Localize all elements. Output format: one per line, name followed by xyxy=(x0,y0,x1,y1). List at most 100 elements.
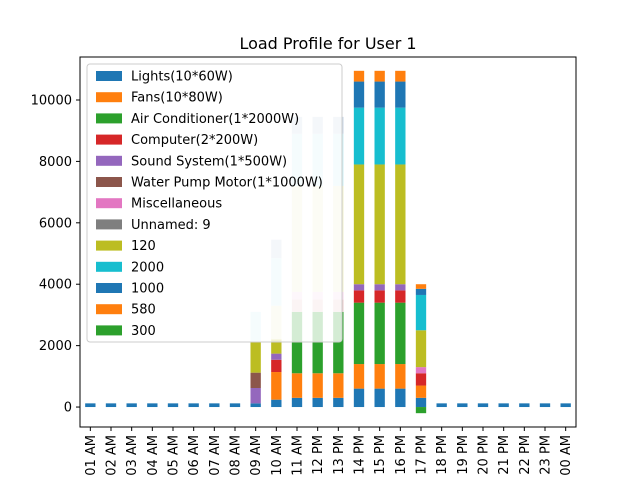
legend-label: 2000 xyxy=(131,260,164,275)
legend-swatch xyxy=(96,155,122,166)
legend-label: Sound System(1*500W) xyxy=(131,154,287,169)
legend-swatch xyxy=(96,134,122,145)
bar-segment-01-am-s0 xyxy=(85,403,96,408)
bar-segment-17-pm-s0 xyxy=(415,397,427,408)
legend-label: Air Conditioner(1*2000W) xyxy=(131,112,299,127)
legend-swatch xyxy=(96,261,122,272)
x-tick-label: 21 PM xyxy=(497,435,512,475)
x-tick-label: 04 AM xyxy=(146,435,161,476)
x-tick-label: 08 AM xyxy=(229,435,244,476)
bar-segment-06-am-s0 xyxy=(188,403,199,408)
legend-swatch xyxy=(96,219,122,230)
bar-segment-17-pm-s9 xyxy=(415,294,427,331)
legend-label: Unnamed: 9 xyxy=(131,218,211,233)
legend-label: 580 xyxy=(131,303,156,318)
bar-segment-03-am-s0 xyxy=(126,403,137,408)
bar-segment-11-am-s0 xyxy=(291,397,303,408)
legend-swatch xyxy=(96,325,122,336)
bar-segment-10-am-s0 xyxy=(271,399,282,408)
bar-segment-09-am-s5 xyxy=(250,372,261,389)
bar-segment-13-pm-s0 xyxy=(333,397,344,408)
legend-swatch xyxy=(96,283,122,293)
bar-segment-15-pm-s11 xyxy=(374,70,385,82)
bar-segment-16-pm-s4 xyxy=(395,284,406,291)
bar-segment-16-pm-s3 xyxy=(395,290,406,303)
x-tick-label: 03 AM xyxy=(125,435,140,476)
bar-segment-10-am-s1 xyxy=(271,372,282,400)
bar-segment-14-pm-s0 xyxy=(353,388,365,408)
bar-segment-16-pm-s8 xyxy=(395,164,406,285)
bar-segment-00-am-s0 xyxy=(560,403,571,408)
x-tick-label: 07 AM xyxy=(208,435,223,476)
y-tick-label: 0 xyxy=(64,401,72,416)
legend-swatch xyxy=(96,71,122,81)
legend-frame xyxy=(86,63,343,343)
bar-segment-14-pm-s8 xyxy=(353,164,365,285)
bar-segment-14-pm-s9 xyxy=(353,107,365,165)
legend-label: Water Pump Motor(1*1000W) xyxy=(131,176,323,191)
x-tick-label: 06 AM xyxy=(187,435,202,476)
bar-segment-08-am-s0 xyxy=(229,403,241,408)
x-tick-label: 11 AM xyxy=(291,435,306,476)
x-tick-label: 19 PM xyxy=(456,435,471,475)
bar-segment-10-am-s4 xyxy=(271,353,282,360)
x-tick-label: 18 PM xyxy=(435,435,450,475)
x-tick-label: 17 PM xyxy=(415,435,430,475)
bar-segment-16-pm-s2 xyxy=(395,302,406,365)
bar-segment-13-pm-s2 xyxy=(333,311,344,374)
y-tick-label: 6000 xyxy=(39,216,72,231)
bar-segment-17-pm-s10 xyxy=(415,288,427,295)
bar-segment-09-am-s8 xyxy=(250,341,261,373)
bar-segment-14-pm-s11 xyxy=(353,70,365,82)
bar-segment-11-am-s2 xyxy=(291,311,303,374)
legend-label: Lights(10*60W) xyxy=(131,70,233,85)
x-axis: 01 AM 02 AM 03 AM 04 AM 05 AM 06 AM 07 AM 08 AM… xyxy=(84,427,574,476)
bar-segment-17-pm-s8 xyxy=(415,330,427,368)
x-tick-label: 16 PM xyxy=(394,435,409,475)
bar-segment-10-am-s8 xyxy=(271,338,282,354)
bar-segment-23-pm-s0 xyxy=(539,403,551,408)
x-tick-label: 05 AM xyxy=(167,435,182,476)
bar-segment-14-pm-s1 xyxy=(353,364,365,389)
bar-segment-20-pm-s0 xyxy=(477,403,489,408)
plot-frame xyxy=(79,56,577,428)
bar-segment-04-am-s0 xyxy=(147,403,158,408)
bar-segment-15-pm-s2 xyxy=(374,302,385,365)
legend-swatch xyxy=(96,240,122,251)
legend-swatch xyxy=(96,198,122,209)
bar-segment-21-pm-s0 xyxy=(498,403,509,408)
legend-label: 1000 xyxy=(131,282,164,297)
legend-swatch xyxy=(96,304,122,315)
bar-segment-15-pm-s1 xyxy=(374,364,385,389)
bar-segment-15-pm-s8 xyxy=(374,164,385,285)
bar-segment-16-pm-s10 xyxy=(395,81,406,108)
bar-segment-15-pm-s4 xyxy=(374,284,385,291)
x-tick-label: 13 PM xyxy=(332,435,347,475)
x-tick-label: 09 AM xyxy=(249,435,264,476)
bar-segment-16-pm-s1 xyxy=(395,364,406,389)
x-tick-label: 02 AM xyxy=(105,435,120,476)
bar-segment-12-pm-s1 xyxy=(312,373,323,398)
legend-swatch xyxy=(96,113,122,124)
x-tick-label: 14 PM xyxy=(353,435,368,475)
bar-segment-13-pm-s1 xyxy=(333,373,344,398)
bar-segment-19-pm-s0 xyxy=(457,403,468,408)
bar-segment-17-pm-s2 xyxy=(415,407,427,414)
bar-segment-14-pm-s2 xyxy=(353,302,365,365)
bar-segment-14-pm-s3 xyxy=(353,290,365,303)
chart-title: Load Profile for User 1 xyxy=(239,34,416,53)
legend-label: 120 xyxy=(131,239,156,254)
bar-segment-17-pm-s3 xyxy=(415,373,427,386)
x-tick-label: 20 PM xyxy=(477,435,492,475)
x-tick-label: 15 PM xyxy=(373,435,388,475)
y-tick-label: 2000 xyxy=(39,339,72,354)
bar-segment-15-pm-s0 xyxy=(374,388,385,408)
bar-segment-18-pm-s0 xyxy=(436,403,447,408)
bar-segment-17-pm-s11 xyxy=(415,284,427,289)
x-tick-label: 22 PM xyxy=(518,435,533,475)
bar-segment-07-am-s0 xyxy=(209,403,220,408)
y-tick-label: 4000 xyxy=(39,278,72,293)
bar-segment-16-pm-s11 xyxy=(395,70,406,82)
x-tick-label: 00 AM xyxy=(559,435,574,476)
